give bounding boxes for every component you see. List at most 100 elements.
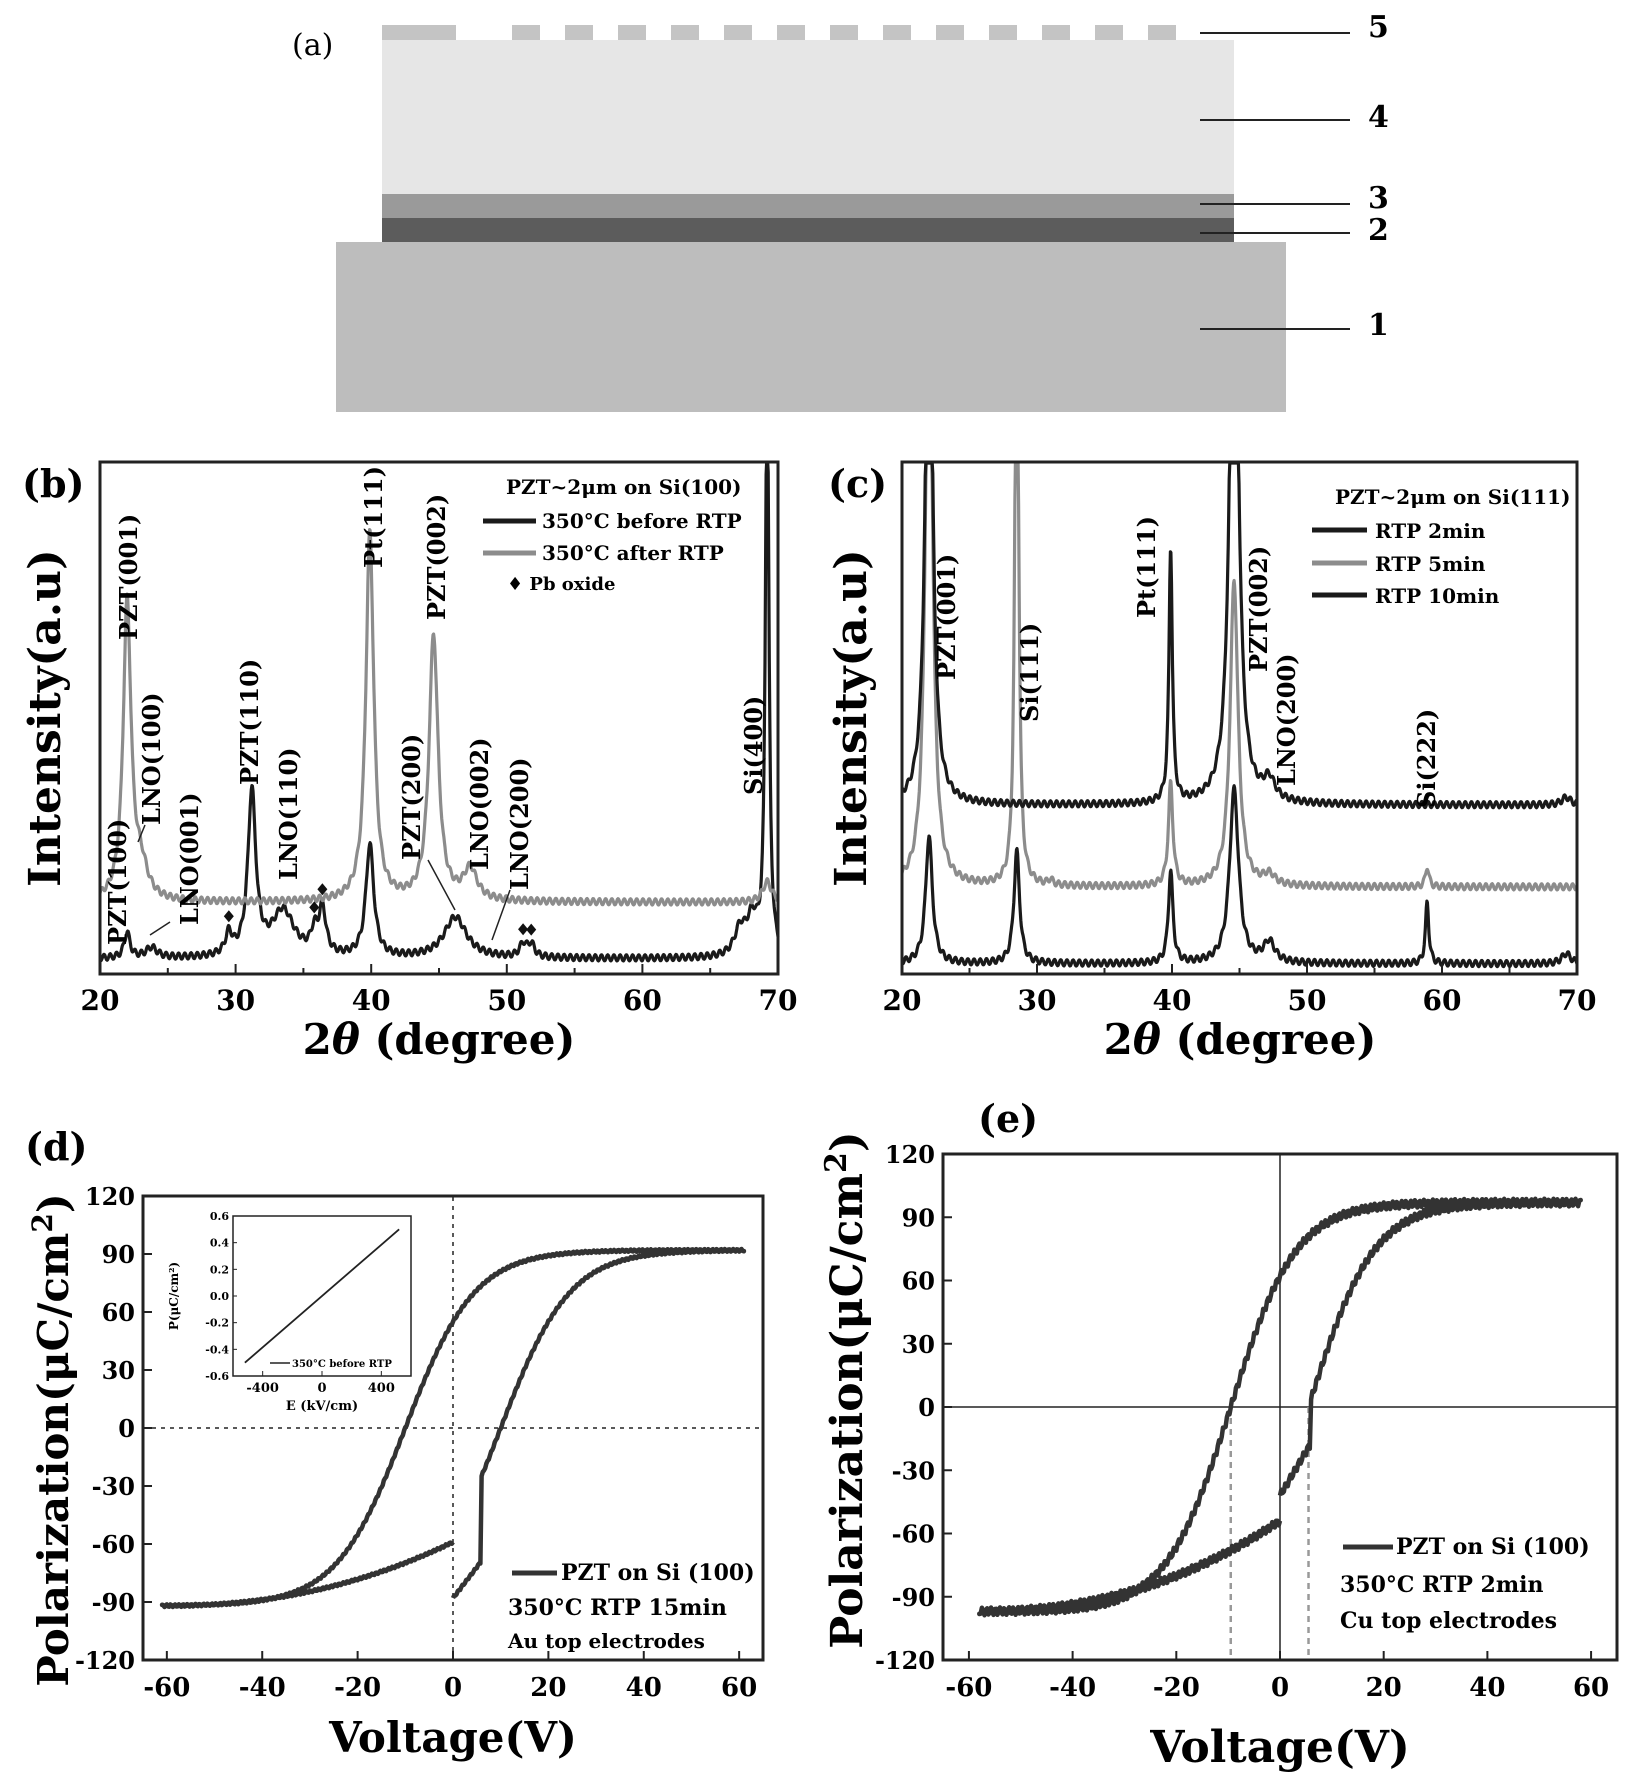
panel-e-ytick-label: 90 [902, 1203, 935, 1232]
panel-e-xtick-label: 40 [1469, 1673, 1505, 1703]
panel-e-ticks: -60 -40 -20 0 20 40 60 -120 -90 -60 -30 0 30 60 90 120 [875, 1140, 1609, 1703]
panel-e: -60 -40 -20 0 20 40 60-120-90-60-300306090120 … [819, 1096, 1619, 1773]
panel-c-legend-entry-5min: RTP 5min [1375, 552, 1486, 576]
panel-d: -60 -40 -20 0 20 40 60-120-90-60-300306090120 … [25, 1124, 765, 1762]
electrode-pad [1095, 25, 1123, 40]
panel-d-inset-ytick-label: -0.6 [205, 1370, 229, 1383]
pb-oxide-marker [317, 883, 328, 896]
panel-c-xtick-label: 50 [1288, 984, 1327, 1017]
panel-d-ytick-label: -60 [92, 1530, 135, 1559]
panel-e-xtick-label: 0 [1271, 1673, 1289, 1703]
panel-e-legend-note-rtp: 350°C RTP 2min [1340, 1572, 1544, 1598]
panel-c-legend-entry-10min: RTP 10min [1375, 584, 1500, 608]
panel-d-ylabel-main: Polarization(μC/cm [29, 1233, 78, 1687]
annotation-c-pzt-001: PZT(001) [932, 554, 961, 680]
layer-number-3: 3 [1368, 181, 1389, 216]
panel-d-ytick-label: 60 [102, 1298, 135, 1327]
pb-oxide-marker [223, 910, 234, 923]
panel-d-inset-ticks: -400 0 400 -0.6 -0.4 -0.2 0.0 0.2 0.4 0.6 [205, 1210, 395, 1396]
panel-d-inset-ytick-label: 0.2 [210, 1263, 229, 1276]
electrode-pad [671, 25, 699, 40]
annotation-c-si-222: Si(222) [1412, 709, 1441, 808]
panel-d-xtick-label: -20 [334, 1673, 381, 1703]
panel-c-xtick-label: 20 [883, 984, 922, 1017]
panel-d-ytick-label: 120 [85, 1182, 135, 1211]
panel-b-legend: PZT~2μm on Si(100) 350°C before RTP 350°… [483, 475, 742, 595]
panel-d-inset: -400 0 400 -0.6 -0.4 -0.2 0.0 0.2 0.4 0.6 P(μC/cm… [167, 1210, 412, 1414]
panel-d-legend-note-rtp: 350°C RTP 15min [508, 1595, 727, 1621]
panel-d-inset-ytick-label: -0.4 [205, 1343, 229, 1356]
panel-e-ytick-label: -120 [875, 1646, 935, 1675]
panel-d-ytick-label: 0 [118, 1414, 135, 1443]
layer-number-2: 2 [1368, 213, 1389, 248]
panel-d-legend: PZT on Si (100) 350°C RTP 15min Au top e… [507, 1560, 755, 1653]
panel-e-legend: PZT on Si (100) 350°C RTP 2min Cu top el… [1340, 1534, 1590, 1634]
panel-c-xlabel-suffix: (degree) [1161, 1015, 1376, 1064]
panel-e-xtick-label: -20 [1153, 1673, 1200, 1703]
panel-d-inset-legend: 350°C before RTP [292, 1359, 392, 1370]
panel-e-xtick-label: -60 [945, 1673, 992, 1703]
panel-e-ylabel-sup: 2 [819, 1152, 854, 1173]
panel-e-ytick-label: 30 [902, 1330, 935, 1359]
annotation-lno-110: LNO(110) [274, 747, 303, 880]
panel-e-data [943, 1154, 1617, 1660]
panel-a-label: (a) [292, 28, 333, 63]
electrode-pad [618, 25, 646, 40]
electrode-pad [777, 25, 805, 40]
pb-oxide-marker [309, 901, 320, 914]
pb-oxide-marker [518, 923, 529, 936]
electrode-pad [724, 25, 752, 40]
electrode-pad [512, 25, 540, 40]
panel-c-ylabel: Intensity(a.u) [826, 549, 877, 887]
layer-number-4: 4 [1368, 100, 1389, 135]
arrow-pzt-200 [427, 859, 456, 911]
panel-e-legend-entry: PZT on Si (100) [1396, 1534, 1590, 1560]
panel-c-xtick-label: 60 [1423, 984, 1462, 1017]
leader-lines [1200, 32, 1350, 330]
panel-d-xtick-label: 20 [530, 1673, 566, 1703]
panel-d-inset-ytick-label: 0.0 [210, 1290, 229, 1303]
panel-c-legend-title: PZT~2μm on Si(111) [1335, 485, 1571, 509]
panel-d-ylabel-sup: 2 [26, 1213, 59, 1232]
panel-e-xtick-label: 20 [1366, 1673, 1402, 1703]
panel-e-ytick-label: 0 [918, 1393, 935, 1422]
panel-d-label: (d) [25, 1124, 88, 1169]
panel-d-data [143, 1196, 763, 1660]
electrode-pad [1042, 25, 1070, 40]
annotation-c-si-111: Si(111) [1015, 623, 1044, 722]
panel-b-xtick-label: 60 [623, 984, 662, 1017]
panel-c-series-1 [900, 784, 1579, 969]
layer-3 [382, 194, 1234, 218]
panel-b-legend-entry-before: 350°C before RTP [542, 509, 742, 533]
panel-e-ytick-label: 120 [885, 1140, 935, 1169]
panel-b-series-1 [98, 461, 780, 963]
panel-c-xticks: 20 30 40 50 60 70 [883, 964, 1597, 1017]
panel-b-xtick-label: 50 [487, 984, 526, 1017]
panel-b-annotations: PZT(001) PZT(100) LNO(100) LNO(001) PZT(… [103, 466, 768, 945]
panel-b-series-2 [98, 528, 780, 907]
panel-d-inset-xtick-label: 400 [368, 1381, 395, 1396]
panel-d-xtick-label: -40 [239, 1673, 286, 1703]
panel-b-data [98, 461, 780, 963]
panel-d-xtick-label: 0 [444, 1673, 462, 1703]
panel-b-xlabel-theta: θ [332, 1015, 360, 1064]
annotation-pzt-002: PZT(002) [422, 494, 451, 620]
annotation-si-400: Si(400) [739, 696, 768, 795]
annotation-pzt-001: PZT(001) [114, 514, 143, 640]
panel-e-ytick-label: -30 [892, 1456, 935, 1485]
electrode-pad [830, 25, 858, 40]
panel-d-inset-xtick-label: -400 [246, 1381, 279, 1396]
panel-d-xlabel: Voltage(V) [328, 1713, 577, 1762]
annotation-pt-111: Pt(111) [359, 466, 388, 568]
annotation-c-lno-200: LNO(200) [1272, 653, 1301, 786]
annotation-pzt-110: PZT(110) [235, 659, 264, 785]
annotation-pzt-200: PZT(200) [397, 734, 426, 860]
panel-d-legend-entry: PZT on Si (100) [561, 1560, 755, 1586]
panel-e-xtick-label: -40 [1049, 1673, 1096, 1703]
panel-c-annotations: PZT(001) Si(111) Pt(111) PZT(002) LNO(20… [932, 516, 1441, 808]
panel-c-xlabel-prefix: 2 [1104, 1015, 1133, 1064]
panel-e-legend-note-electrode: Cu top electrodes [1340, 1608, 1557, 1634]
layer-number-5: 5 [1368, 10, 1389, 45]
panel-b-xlabel-suffix: (degree) [360, 1015, 575, 1064]
panel-c-xtick-label: 70 [1558, 984, 1597, 1017]
